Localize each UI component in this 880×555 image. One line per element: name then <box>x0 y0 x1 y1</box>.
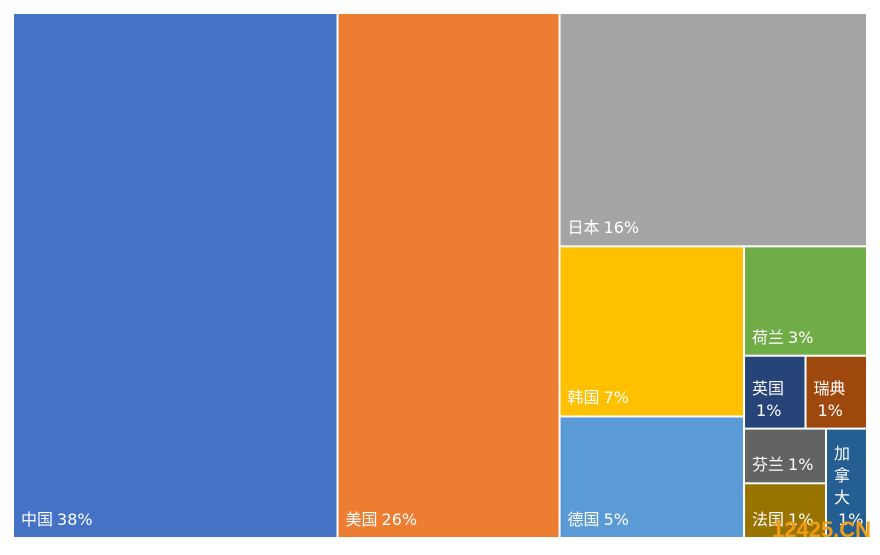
category-label: 英国 <box>752 378 785 398</box>
value-label: 1% <box>788 455 814 475</box>
value-label: 26% <box>381 510 418 529</box>
treemap-tile <box>560 417 744 537</box>
tile-label: 芬兰 1% <box>745 430 825 483</box>
tile-label-box: 日本 16% <box>561 14 866 245</box>
treemap-tile <box>14 14 337 537</box>
tile-label-text: 英国1% <box>752 378 798 422</box>
category-label: 韩国 <box>567 388 600 408</box>
treemap-tile <box>806 356 866 428</box>
value-label: 1% <box>817 400 843 420</box>
tile-label-box: 芬兰 1% <box>745 430 825 483</box>
treemap-tile <box>827 429 866 537</box>
treemap-tile <box>745 484 826 537</box>
treemap-tile <box>745 429 826 483</box>
tile-label-text: 美国 26% <box>346 509 418 531</box>
tile-label-text: 韩国 7% <box>568 387 629 409</box>
category-label: 荷兰 <box>752 327 785 347</box>
category-label: 瑞典 <box>813 378 846 398</box>
value-label: 38% <box>57 510 93 529</box>
tile-label-box: 荷兰 3% <box>745 247 866 354</box>
value-label: 1% <box>756 400 782 420</box>
value-label: 1% <box>788 510 814 529</box>
tile-label-text: 日本 16% <box>568 217 640 239</box>
tile-label: 英国1% <box>745 357 804 428</box>
category-label: 美国 <box>345 510 378 529</box>
treemap-tile <box>745 247 866 355</box>
tile-label-text: 法国 1% <box>752 509 813 531</box>
tile-label: 荷兰 3% <box>745 247 866 354</box>
tile-label-text: 加拿大 1% <box>834 443 863 531</box>
tile-label: 德国 5% <box>561 417 743 537</box>
treemap-tile <box>745 356 805 428</box>
value-label: 5% <box>603 509 629 529</box>
tile-label-box: 法国 1% <box>745 484 825 537</box>
tile-label: 日本 16% <box>561 14 866 245</box>
tile-label: 瑞典1% <box>807 357 866 428</box>
tile-label-box: 瑞典1% <box>807 357 866 428</box>
tile-label: 美国 26% <box>339 14 559 537</box>
tile-label: 加拿大 1% <box>827 430 866 537</box>
treemap-tile <box>560 14 866 246</box>
treemap-tile <box>560 247 744 416</box>
tile-label-text: 中国 38% <box>21 509 93 531</box>
value-label: 3% <box>788 327 814 347</box>
treemap-tile <box>338 14 559 537</box>
value-label: 7% <box>603 388 629 408</box>
tile-label: 韩国 7% <box>561 247 743 415</box>
tile-label-box: 美国 26% <box>339 14 559 537</box>
category-label: 法国 <box>752 510 785 529</box>
tile-label-box: 中国 38% <box>14 14 337 537</box>
category-label: 加拿大 <box>834 444 851 507</box>
tile-label-box: 韩国 7% <box>561 247 743 415</box>
tile-label: 中国 38% <box>14 14 337 537</box>
category-label: 中国 <box>21 510 54 529</box>
tile-label: 法国 1% <box>745 484 825 537</box>
tile-label-text: 瑞典1% <box>814 378 860 422</box>
tile-label-text: 芬兰 1% <box>752 454 813 476</box>
category-label: 德国 <box>567 509 600 529</box>
value-label: 16% <box>603 218 640 238</box>
tile-label-text: 荷兰 3% <box>752 327 813 349</box>
watermark: 12425.CN <box>772 517 871 542</box>
tile-label-box: 英国1% <box>745 357 804 428</box>
tile-label-box: 加拿大 1% <box>827 430 866 537</box>
category-label: 日本 <box>567 218 600 238</box>
tile-label-box: 德国 5% <box>561 417 743 537</box>
tile-label-text: 德国 5% <box>568 509 629 531</box>
category-label: 芬兰 <box>752 455 785 475</box>
value-label: 1% <box>838 510 864 529</box>
